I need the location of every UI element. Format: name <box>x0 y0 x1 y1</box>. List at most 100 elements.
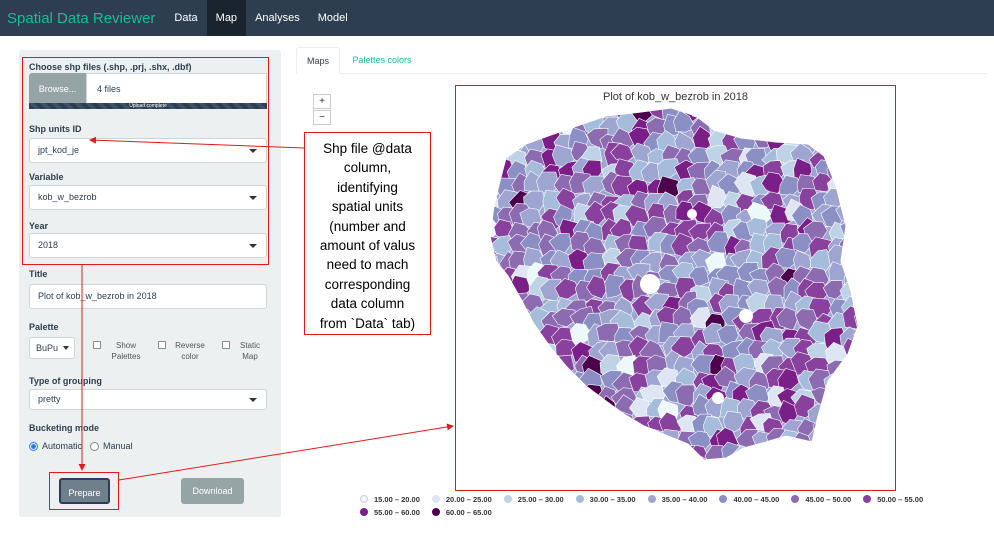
checkbox-box[interactable] <box>93 341 101 349</box>
map-region[interactable] <box>702 322 725 344</box>
legend-item: 35.00 – 40.00 <box>647 494 707 504</box>
legend-item: 25.00 – 30.00 <box>503 494 564 504</box>
legend-item: 45.00 – 50.00 <box>791 494 851 504</box>
browse-button[interactable]: Browse... <box>29 73 86 105</box>
legend-label: 50.00 – 55.00 <box>877 494 924 504</box>
title-label: Title <box>29 269 48 279</box>
legend-swatch <box>647 495 656 503</box>
legend-item: 30.00 – 35.00 <box>575 494 636 504</box>
legend-label: 60.00 – 65.00 <box>445 507 492 517</box>
legend-label: 20.00 – 25.00 <box>445 494 492 504</box>
map-region[interactable] <box>673 109 697 133</box>
bucketing-manual-label: Manual <box>103 441 133 451</box>
legend-swatch <box>360 508 368 516</box>
variable-select[interactable]: kob_w_bezrob <box>29 185 267 210</box>
map-region[interactable] <box>706 231 731 255</box>
annotation-line: amount of valus <box>319 238 416 254</box>
radio-unselected-icon[interactable] <box>90 441 99 451</box>
legend-label: 25.00 – 30.00 <box>517 494 564 504</box>
app-brand[interactable]: Spatial Data Reviewer <box>7 9 156 27</box>
upload-progress-bar: Upload complete <box>29 103 267 109</box>
zoom-out-button[interactable]: − <box>313 110 331 125</box>
map-region[interactable] <box>554 278 581 300</box>
sidebar-panel: Choose shp files (.shp, .prj, .shx, .dbf… <box>19 50 281 517</box>
show-palettes-checkbox[interactable]: Show Palettes <box>93 340 146 362</box>
units-label: Shp units ID <box>29 124 82 134</box>
grouping-select[interactable]: pretty <box>29 389 267 410</box>
radio-selected-icon[interactable] <box>29 441 38 451</box>
map-region[interactable] <box>707 184 728 209</box>
navbar: Spatial Data Reviewer Data Map Analyses … <box>0 0 994 36</box>
bucketing-automatic-label: Automatic <box>42 441 83 451</box>
zoom-in-button[interactable]: + <box>313 94 331 109</box>
palette-label: Palette <box>29 322 59 332</box>
download-button[interactable]: Download <box>181 478 244 504</box>
nav-data[interactable]: Data <box>174 12 198 24</box>
highlight-box-inputs <box>22 57 269 265</box>
annotation-line: need to mach <box>326 257 409 273</box>
reverse-color-label: Reverse color <box>175 341 205 361</box>
bucketing-automatic-radio[interactable]: Automatic <box>29 441 82 451</box>
annotation-line: (number and <box>329 218 406 234</box>
legend-label: 15.00 – 20.00 <box>374 494 420 504</box>
map-region-empty <box>687 209 697 219</box>
map-region-empty <box>640 274 660 294</box>
map-region-empty <box>739 309 753 323</box>
map-region[interactable] <box>586 275 608 300</box>
map-region[interactable] <box>656 158 681 181</box>
legend-swatch <box>575 495 584 503</box>
legend-swatch <box>791 495 800 503</box>
map-legend: 15.00 – 20.00 20.00 – 25.00 25.00 – 30.00 3… <box>360 494 980 517</box>
static-map-checkbox[interactable]: Static Map <box>222 340 265 362</box>
arrow-to-map <box>118 423 454 481</box>
bucketing-manual-radio[interactable]: Manual <box>90 441 133 451</box>
checkbox-box[interactable] <box>222 341 230 349</box>
annotation-line: Shp file @data <box>323 141 412 156</box>
annotation-line: from `Data` tab) <box>319 315 416 331</box>
year-label: Year <box>29 221 49 231</box>
show-palettes-label: Show Palettes <box>111 341 141 361</box>
map-region[interactable] <box>551 308 576 328</box>
legend-swatch <box>360 495 368 503</box>
country-outline <box>489 107 859 461</box>
legend-item: 40.00 – 45.00 <box>719 494 779 504</box>
chevron-down-icon <box>249 244 257 248</box>
legend-swatch <box>431 508 440 516</box>
nav-map[interactable]: Map <box>206 0 247 36</box>
nav-model[interactable]: Model <box>317 12 348 24</box>
map-region[interactable] <box>722 410 746 433</box>
units-value: jpt_kod_je <box>38 145 80 155</box>
legend-swatch <box>719 495 728 503</box>
year-select[interactable]: 2018 <box>29 233 267 258</box>
palette-select[interactable]: BuPu <box>29 337 75 359</box>
tab-bar: Maps Palettes colors <box>296 47 988 74</box>
legend-swatch <box>431 495 440 503</box>
annotation-line: spatial units <box>331 199 404 215</box>
chevron-down-icon <box>63 346 69 350</box>
map-frame <box>455 85 896 491</box>
nav-analyses[interactable]: Analyses <box>255 12 300 24</box>
upload-status: Upload complete <box>129 103 167 109</box>
legend-label: 40.00 – 45.00 <box>733 494 780 504</box>
choropleth-map[interactable] <box>456 86 895 490</box>
map-region[interactable] <box>853 308 875 330</box>
chevron-down-icon <box>249 196 257 200</box>
checkbox-box[interactable] <box>158 341 166 349</box>
tab-palettes-colors[interactable]: Palettes colors <box>352 55 412 65</box>
map-region-empty <box>712 392 724 404</box>
legend-swatch <box>503 495 512 503</box>
map-region[interactable] <box>852 295 877 319</box>
map-title: Plot of kob_w_bezrob in 2018 <box>603 91 748 103</box>
tab-maps[interactable]: Maps <box>296 47 340 74</box>
file-label: Choose shp files (.shp, .prj, .shx, .dbf… <box>29 62 192 72</box>
units-select[interactable]: jpt_kod_je <box>29 138 267 163</box>
map-region[interactable] <box>791 233 814 254</box>
annotation-callout: Shp file @data column, identifying spati… <box>304 132 431 335</box>
chevron-down-icon <box>249 398 257 402</box>
title-input[interactable]: Plot of kob_w_bezrob in 2018 <box>29 284 267 309</box>
legend-label: 55.00 – 60.00 <box>374 507 420 517</box>
map-region[interactable] <box>853 324 879 345</box>
reverse-color-checkbox[interactable]: Reverse color <box>158 340 209 362</box>
prepare-button[interactable]: Prepare <box>59 478 110 504</box>
